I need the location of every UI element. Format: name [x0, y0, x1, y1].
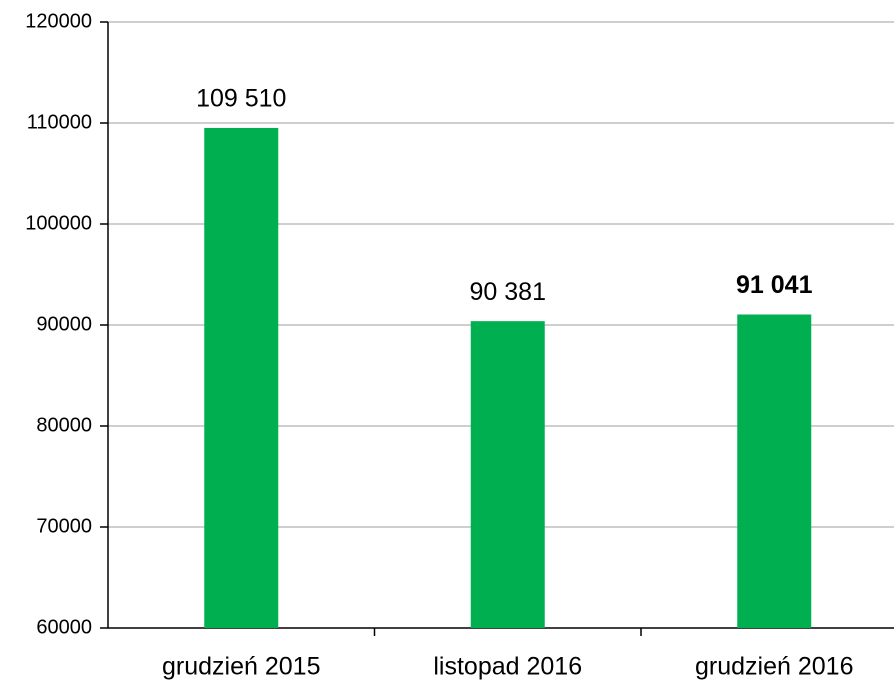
y-tick-label: 100000 — [25, 212, 92, 234]
value-label: 109 510 — [196, 85, 286, 113]
bar — [470, 321, 545, 628]
y-tick-label: 90000 — [36, 313, 92, 335]
bar — [737, 314, 812, 628]
x-tick-label: grudzień 2016 — [695, 653, 853, 681]
x-tick-label: listopad 2016 — [433, 653, 582, 681]
bar — [204, 127, 279, 628]
y-tick-label: 120000 — [25, 10, 92, 32]
y-tick-label: 60000 — [36, 616, 92, 638]
y-tick-label: 70000 — [36, 515, 92, 537]
y-tick-label: 110000 — [27, 111, 92, 133]
y-tick-label: 80000 — [36, 414, 92, 436]
value-label: 91 041 — [736, 271, 813, 299]
value-label: 90 381 — [470, 278, 546, 306]
x-tick-label: grudzień 2015 — [162, 653, 320, 681]
